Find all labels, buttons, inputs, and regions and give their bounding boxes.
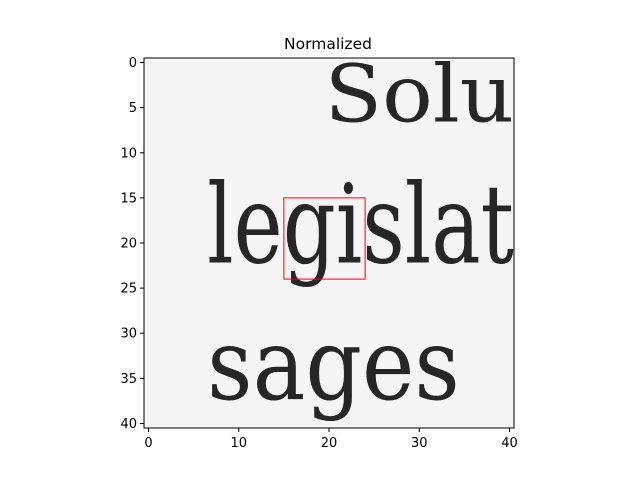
y-tick-label: 25: [120, 282, 137, 297]
y-tick-label: 15: [120, 191, 137, 206]
y-tick-label: 10: [120, 146, 137, 161]
annotation-layer: [283, 197, 366, 280]
heatmap-background: [144, 58, 514, 428]
x-tick-label: 0: [144, 436, 152, 451]
glyph-stroke-2: sages: [207, 308, 460, 423]
x-tick-label: 40: [501, 436, 518, 451]
y-tick-label: 0: [129, 56, 137, 71]
annotation-rectangle-0: [283, 197, 366, 280]
heatmap-image: Solu legislat sages: [144, 48, 514, 428]
x-tick-label: 10: [230, 436, 247, 451]
chart-title: Normalized: [284, 35, 372, 53]
glyph-stroke-0: Solu: [324, 48, 514, 141]
y-axis: 0 5 10 15 20 25 30 35 40: [120, 56, 144, 432]
x-axis: 0 10 20 30 40: [144, 428, 518, 451]
y-tick-label: 5: [129, 101, 137, 116]
y-tick-label: 30: [120, 327, 137, 342]
x-tick-label: 30: [411, 436, 428, 451]
x-tick-label: 20: [321, 436, 338, 451]
y-tick-label: 40: [120, 417, 137, 432]
y-tick-label: 20: [120, 237, 137, 252]
glyph-stroke-1: legislat: [207, 162, 514, 289]
y-tick-label: 35: [120, 372, 137, 387]
